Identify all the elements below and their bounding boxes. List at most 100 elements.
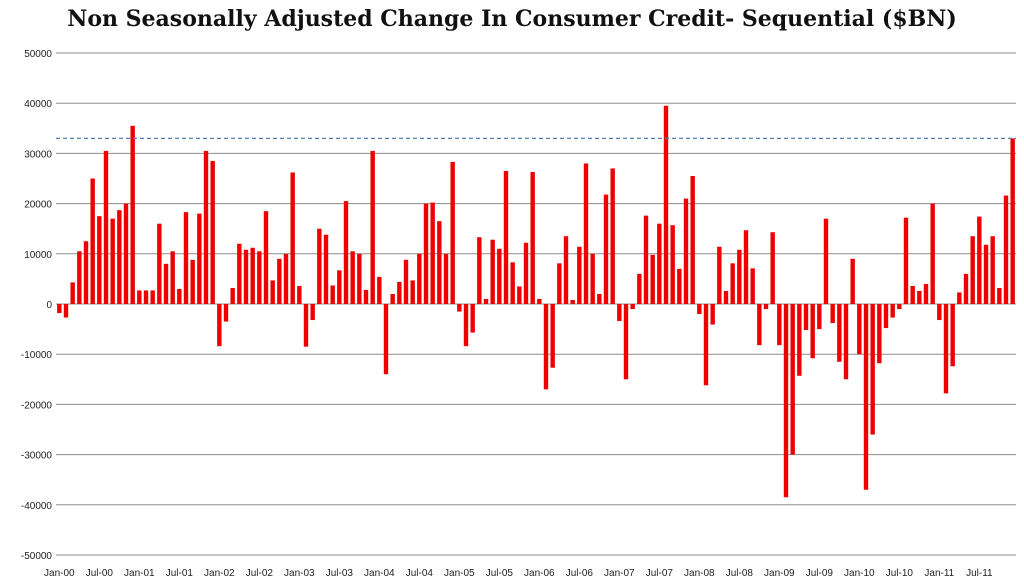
bar [923, 283, 929, 304]
bar [683, 198, 689, 304]
bar [450, 161, 455, 304]
bar [97, 216, 102, 304]
bar [77, 251, 82, 304]
y-tick-label: -10000 [21, 350, 53, 361]
bar [110, 218, 115, 304]
bar [330, 285, 335, 304]
bar [663, 105, 669, 305]
bar [210, 160, 215, 304]
bar [583, 163, 589, 304]
bar [243, 249, 249, 304]
bar [763, 304, 769, 310]
bar [57, 304, 62, 314]
bar [150, 290, 155, 304]
bar [937, 304, 942, 321]
bar [563, 236, 569, 304]
bar [297, 285, 302, 304]
bar [863, 304, 869, 490]
bar [183, 212, 189, 304]
bar [163, 263, 169, 304]
bar [883, 304, 889, 329]
bar [877, 304, 882, 364]
bar [817, 304, 822, 330]
x-tick-label: Jul-07 [646, 568, 674, 579]
bar [357, 253, 362, 304]
bar [903, 217, 909, 304]
bar [250, 247, 255, 304]
bar [757, 304, 762, 346]
bar [850, 258, 855, 304]
x-tick-label: Jul-02 [246, 568, 274, 579]
bar [497, 248, 502, 304]
bar [623, 304, 629, 380]
bar [83, 241, 89, 304]
x-tick-label: Jul-09 [806, 568, 834, 579]
bar [403, 259, 409, 304]
bar [237, 243, 242, 304]
y-tick-label: 30000 [24, 149, 52, 160]
bar [190, 259, 195, 304]
bar [610, 168, 615, 304]
bar [677, 268, 682, 304]
bar [70, 282, 75, 304]
bar [537, 298, 542, 304]
bar [637, 273, 642, 304]
bar [523, 242, 529, 304]
y-tick-label: 40000 [24, 99, 52, 110]
bar [730, 263, 735, 304]
bar [783, 304, 789, 498]
x-tick-label: Jul-10 [886, 568, 914, 579]
bar [417, 253, 422, 304]
bar [377, 276, 382, 304]
bar [870, 304, 875, 435]
bar [457, 304, 462, 312]
x-tick-label: Jan-04 [364, 568, 395, 579]
bar [303, 304, 309, 347]
bar [963, 273, 969, 304]
bar [170, 251, 175, 304]
bar [970, 236, 975, 304]
bar [123, 203, 129, 304]
bar [390, 293, 395, 304]
x-tick-label: Jul-03 [326, 568, 354, 579]
bar [223, 304, 229, 322]
bar [263, 211, 269, 304]
bar [990, 236, 995, 304]
bar [130, 125, 135, 304]
y-tick-label: 20000 [24, 200, 52, 211]
bar [430, 202, 435, 304]
bar [117, 210, 122, 304]
bar [790, 304, 795, 455]
bar [277, 258, 282, 304]
x-tick-label: Jan-01 [124, 568, 155, 579]
bar [203, 150, 209, 304]
y-tick-label: -40000 [21, 501, 53, 512]
bar [803, 304, 809, 331]
y-tick-label: 10000 [24, 250, 52, 261]
bar [810, 304, 815, 359]
bar [977, 216, 982, 304]
bar [217, 304, 222, 347]
bar [770, 232, 775, 304]
x-tick-label: Jan-06 [524, 568, 555, 579]
bar [957, 292, 962, 304]
bar [743, 230, 749, 304]
bar [337, 270, 342, 304]
bar [983, 244, 989, 304]
x-tick-label: Jul-04 [406, 568, 434, 579]
bar [550, 304, 555, 368]
x-tick-label: Jan-02 [204, 568, 235, 579]
bar [177, 288, 182, 304]
y-tick-label: 50000 [24, 49, 52, 60]
x-tick-label: Jan-09 [764, 568, 795, 579]
bar [890, 304, 895, 318]
bar [943, 304, 949, 394]
bar [137, 290, 142, 304]
y-tick-label: 0 [46, 300, 52, 311]
bar [1010, 138, 1015, 304]
x-tick-label: Jul-06 [566, 568, 594, 579]
bar [517, 286, 522, 304]
bar [397, 281, 402, 304]
x-tick-label: Jan-05 [444, 568, 475, 579]
